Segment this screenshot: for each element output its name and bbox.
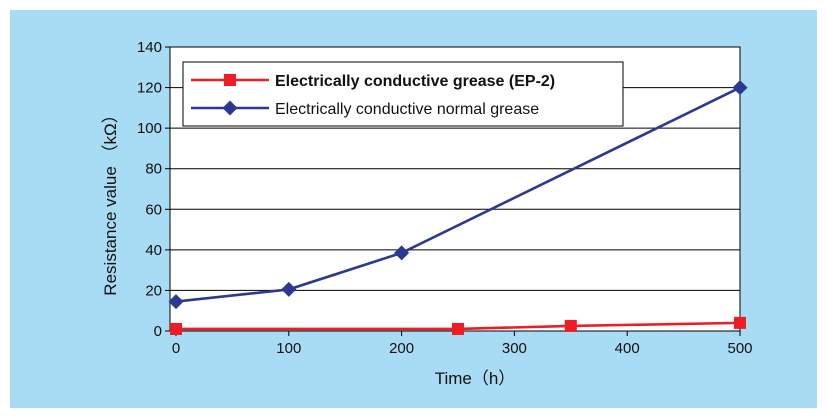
series-line bbox=[176, 321, 741, 331]
y-tick-label: 60 bbox=[145, 201, 162, 218]
series-line bbox=[175, 86, 741, 303]
legend-label: Electrically conductive grease (EP-2) bbox=[275, 73, 555, 90]
series-1 bbox=[170, 316, 746, 335]
x-axis-title: Time（h） bbox=[435, 369, 516, 388]
x-tick-label: 200 bbox=[389, 340, 414, 357]
y-tick-label: 20 bbox=[145, 282, 162, 299]
data-point bbox=[732, 80, 748, 96]
line-chart: 0 20 40 60 80 100 120 140 0 100 200 300 400 500 Elec… bbox=[101, 39, 753, 388]
legend-box bbox=[182, 61, 624, 127]
x-tick-label: 500 bbox=[727, 340, 752, 357]
series-layer bbox=[168, 80, 748, 335]
y-tick-label: 140 bbox=[137, 39, 162, 56]
y-tick-label: 100 bbox=[137, 120, 162, 137]
legend-entry: Electrically conductive grease (EP-2) bbox=[191, 73, 555, 90]
data-point bbox=[734, 316, 746, 329]
x-tick-label: 100 bbox=[276, 340, 301, 357]
y-axis-title: Resistance value （kΩ） bbox=[101, 106, 120, 295]
legend-label: Electrically conductive normal grease bbox=[275, 101, 539, 118]
data-point bbox=[168, 294, 184, 310]
y-tick-label: 0 bbox=[154, 323, 162, 340]
y-tick-label: 80 bbox=[145, 161, 162, 178]
data-point bbox=[452, 322, 464, 335]
y-tick-label: 120 bbox=[137, 80, 162, 97]
data-point bbox=[281, 281, 297, 297]
series-2 bbox=[168, 80, 748, 310]
legend-marker bbox=[222, 100, 238, 116]
y-tick-label: 40 bbox=[145, 242, 162, 259]
data-point bbox=[170, 322, 182, 335]
y-axis-ticks: 0 20 40 60 80 100 120 140 bbox=[137, 39, 170, 340]
data-point bbox=[394, 245, 410, 261]
chart-panel: 0 20 40 60 80 100 120 140 0 100 200 300 400 500 Elec… bbox=[10, 10, 817, 408]
legend-entry: Electrically conductive normal grease bbox=[191, 100, 539, 118]
x-tick-label: 0 bbox=[172, 340, 180, 357]
x-axis-ticks: 0 100 200 300 400 500 bbox=[172, 331, 753, 357]
legend: Electrically conductive grease (EP-2) Ele… bbox=[182, 61, 624, 127]
x-tick-label: 400 bbox=[615, 340, 640, 357]
data-point bbox=[564, 319, 577, 332]
legend-marker bbox=[224, 74, 236, 86]
x-tick-label: 300 bbox=[502, 340, 527, 357]
